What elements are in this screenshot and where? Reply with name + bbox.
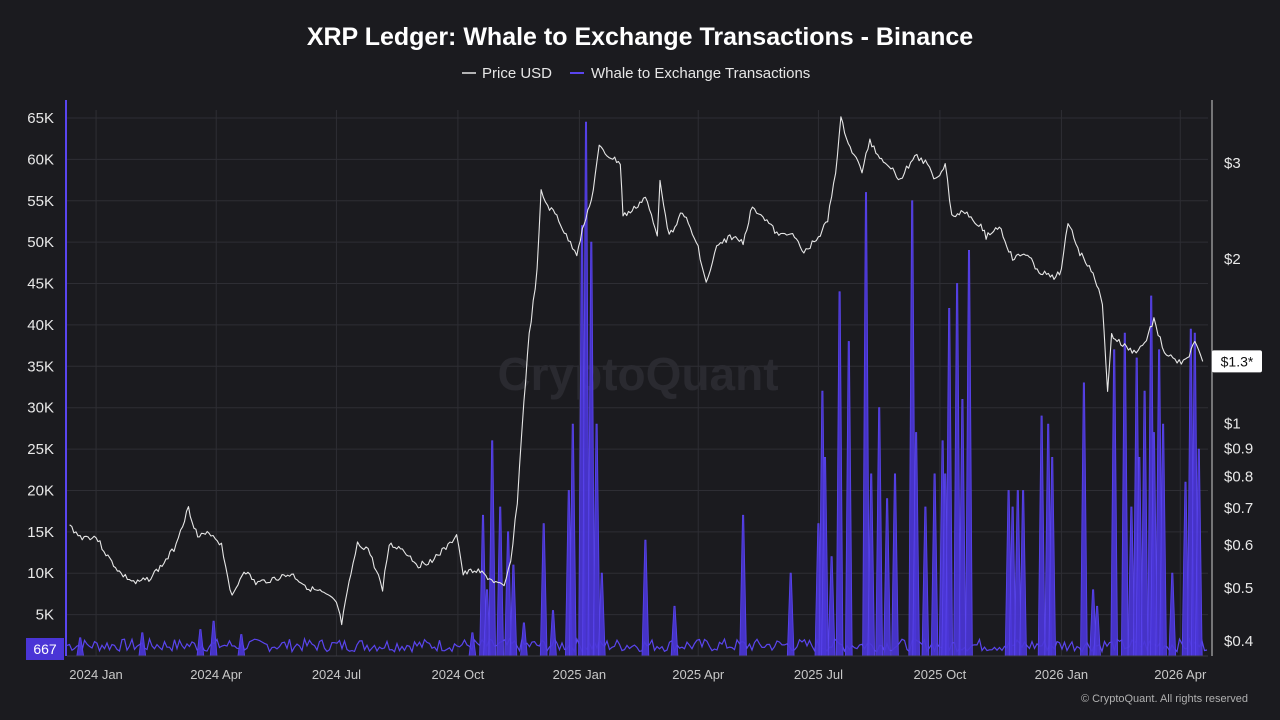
x-tick-label: 2025 Apr: [672, 667, 725, 682]
whale-spike: [965, 250, 973, 657]
axes: [65, 100, 1213, 657]
left-tick-label: 45K: [27, 276, 54, 293]
right-axis-ticks: $0.4 $0.5 $0.6 $0.7 $0.8 $0.9 $1 $2 $3: [1224, 155, 1253, 650]
whale-spike: [1140, 390, 1149, 657]
whale-baseline: [66, 636, 1208, 654]
right-tick-label: $0.6: [1224, 537, 1253, 554]
left-tick-label: 40K: [27, 317, 54, 334]
x-axis-ticks: 2024 Jan 2024 Apr 2024 Jul 2024 Oct 2025 Jan…: [69, 667, 1207, 682]
whale-spike: [1080, 382, 1088, 657]
whale-spike: [844, 341, 853, 657]
x-tick-label: 2026 Jan: [1035, 667, 1089, 682]
right-tick-label: $0.5: [1224, 580, 1253, 597]
legend-label-whale: Whale to Exchange Transactions: [591, 65, 810, 82]
right-tick-label: $0.9: [1224, 441, 1253, 458]
x-tick-label: 2025 Jul: [794, 667, 843, 682]
right-tick-label: $0.7: [1224, 500, 1253, 517]
whale-spike: [1037, 415, 1046, 657]
x-tick-label: 2025 Jan: [553, 667, 607, 682]
legend: Price USD Whale to Exchange Transactions: [462, 65, 810, 82]
whale-spike: [520, 622, 528, 657]
whale-spike: [835, 291, 844, 657]
right-badge-label: $1.3*: [1221, 353, 1254, 369]
whale-spike: [641, 539, 650, 657]
whale-spike: [786, 572, 795, 657]
left-tick-label: 25K: [27, 441, 54, 458]
whale-spike: [1019, 490, 1027, 657]
right-tick-label: $3: [1224, 155, 1241, 172]
left-axis-ticks: 5K 10K 15K 20K 25K 30K 35K 40K 45K 50K 55K 60K 65K: [27, 110, 54, 624]
whale-spike: [468, 632, 477, 657]
left-tick-label: 30K: [27, 400, 54, 417]
x-tick-label: 2024 Jul: [312, 667, 361, 682]
left-tick-label: 20K: [27, 482, 54, 499]
copyright-notice: © CryptoQuant. All rights reserved: [1081, 693, 1248, 705]
left-current-value-badge: 667: [26, 638, 64, 660]
whale-spike: [237, 634, 246, 657]
whale-spike: [945, 308, 954, 657]
whale-spike: [891, 473, 899, 657]
x-tick-label: 2026 Apr: [1154, 667, 1207, 682]
x-tick-label: 2024 Oct: [432, 667, 485, 682]
left-tick-label: 60K: [27, 151, 54, 168]
whale-spike: [488, 440, 497, 657]
whale-spike: [862, 192, 870, 657]
whale-spike: [958, 399, 967, 657]
right-tick-label: $0.8: [1224, 469, 1253, 486]
whale-spike: [549, 610, 557, 657]
grid: [67, 110, 1208, 656]
left-tick-label: 35K: [27, 358, 54, 375]
price-line: [69, 116, 1204, 626]
legend-label-price: Price USD: [482, 65, 552, 82]
left-badge-bg: [26, 638, 64, 660]
left-tick-label: 10K: [27, 565, 54, 582]
left-tick-label: 55K: [27, 193, 54, 210]
right-tick-label: $0.4: [1224, 633, 1253, 650]
left-tick-label: 5K: [36, 607, 54, 624]
whale-spike: [568, 423, 577, 657]
whale-spike: [539, 523, 548, 657]
right-current-value-badge: $1.3*: [1212, 350, 1262, 373]
left-tick-label: 65K: [27, 110, 54, 127]
right-tick-label: $2: [1224, 251, 1241, 268]
left-tick-label: 15K: [27, 524, 54, 541]
whale-spike: [509, 564, 518, 657]
whale-spike: [138, 632, 147, 657]
whale-spike: [921, 506, 930, 657]
x-tick-label: 2024 Jan: [69, 667, 123, 682]
whale-spike: [930, 473, 939, 657]
whale-spike: [592, 423, 601, 657]
whale-spike: [875, 407, 884, 657]
price-series: [69, 116, 1204, 626]
whale-spike: [1110, 349, 1119, 657]
right-badge-bg: [1212, 350, 1262, 373]
whale-spike: [496, 506, 505, 657]
whale-spike: [196, 629, 205, 657]
left-badge-label: 667: [33, 641, 57, 657]
whale-spike: [827, 556, 836, 657]
x-tick-label: 2024 Apr: [190, 667, 243, 682]
x-tick-label: 2025 Oct: [914, 667, 967, 682]
whale-spike: [1120, 332, 1129, 657]
left-tick-label: 50K: [27, 234, 54, 251]
whale-spike: [1168, 572, 1177, 657]
whale-spike: [883, 498, 891, 657]
whale-spike: [670, 605, 679, 657]
whale-spike: [739, 514, 747, 657]
chart-title: XRP Ledger: Whale to Exchange Transactio…: [307, 23, 973, 51]
whale-spike: [76, 637, 85, 657]
watermark-text: CryptoQuant: [497, 348, 778, 400]
right-tick-label: $1: [1224, 416, 1241, 433]
